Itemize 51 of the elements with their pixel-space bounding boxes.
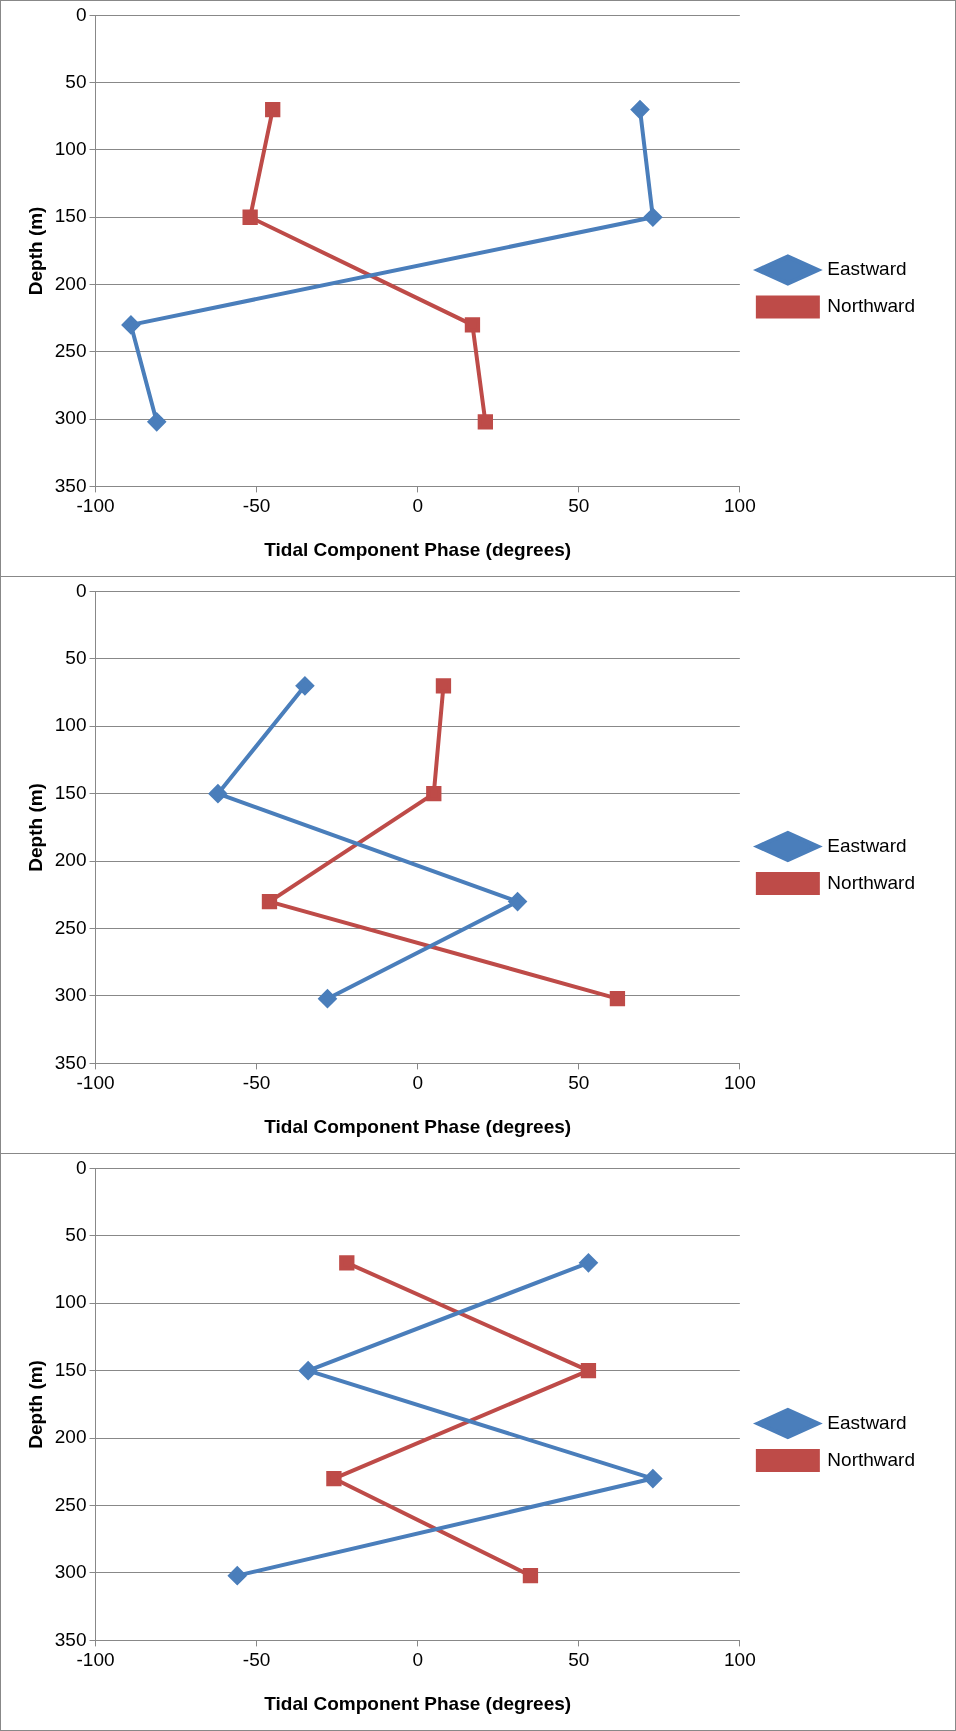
- y-tick-label: 200: [54, 1426, 87, 1448]
- legend-label: Eastward: [827, 834, 907, 856]
- x-tick-label: 50: [568, 495, 590, 517]
- x-tick-label: 0: [412, 1072, 423, 1094]
- y-tick-label: 50: [65, 70, 87, 92]
- y-tick-label: 300: [54, 407, 87, 429]
- y-tick-label: 350: [54, 1051, 87, 1073]
- x-tick-label: -50: [242, 1072, 271, 1094]
- x-axis-title: Tidal Component Phase (degrees): [264, 1692, 572, 1714]
- x-tick-label: 100: [724, 1072, 756, 1094]
- x-axis-title: Tidal Component Phase (degrees): [264, 1115, 572, 1137]
- y-tick-label: 0: [75, 1156, 87, 1178]
- y-tick-label: 50: [65, 647, 87, 669]
- y-tick-label: 50: [65, 1224, 87, 1246]
- x-tick-label: 0: [412, 495, 423, 517]
- y-axis-title: Depth (m): [24, 783, 46, 872]
- x-tick-label: 100: [724, 495, 756, 517]
- y-tick-label: 100: [54, 138, 87, 160]
- legend-label: Northward: [827, 871, 916, 893]
- y-tick-label: 100: [54, 1291, 87, 1313]
- y-tick-label: 250: [54, 340, 87, 362]
- x-tick-label: -100: [76, 495, 115, 517]
- y-tick-label: 100: [54, 714, 87, 736]
- legend-label: Northward: [827, 1448, 916, 1470]
- y-tick-label: 0: [75, 3, 87, 25]
- x-tick-label: 50: [568, 1072, 590, 1094]
- x-tick-label: 0: [412, 1649, 423, 1671]
- x-tick-label: 100: [724, 1649, 756, 1671]
- y-tick-label: 250: [54, 1493, 87, 1515]
- y-tick-label: 250: [54, 916, 87, 938]
- y-tick-label: 350: [54, 474, 87, 496]
- x-tick-label: -50: [242, 495, 271, 517]
- y-tick-label: 350: [54, 1628, 87, 1650]
- y-tick-label: 300: [54, 984, 87, 1006]
- y-tick-label: 0: [75, 579, 87, 601]
- legend-label: Eastward: [827, 258, 907, 280]
- y-tick-label: 200: [54, 272, 87, 294]
- y-axis-title: Depth (m): [24, 206, 46, 296]
- legend-label: Northward: [827, 295, 916, 317]
- y-tick-label: 300: [54, 1561, 87, 1583]
- x-tick-label: 50: [568, 1649, 590, 1671]
- x-tick-label: -100: [76, 1072, 115, 1094]
- legend-label: Eastward: [827, 1411, 907, 1433]
- y-tick-label: 150: [54, 781, 87, 803]
- y-tick-label: 150: [54, 205, 87, 227]
- y-tick-label: 200: [54, 849, 87, 871]
- x-tick-label: -50: [242, 1649, 271, 1671]
- y-axis-title: Depth (m): [24, 1360, 46, 1449]
- x-axis-title: Tidal Component Phase (degrees): [264, 538, 572, 560]
- y-tick-label: 150: [54, 1358, 87, 1380]
- x-tick-label: -100: [76, 1649, 115, 1671]
